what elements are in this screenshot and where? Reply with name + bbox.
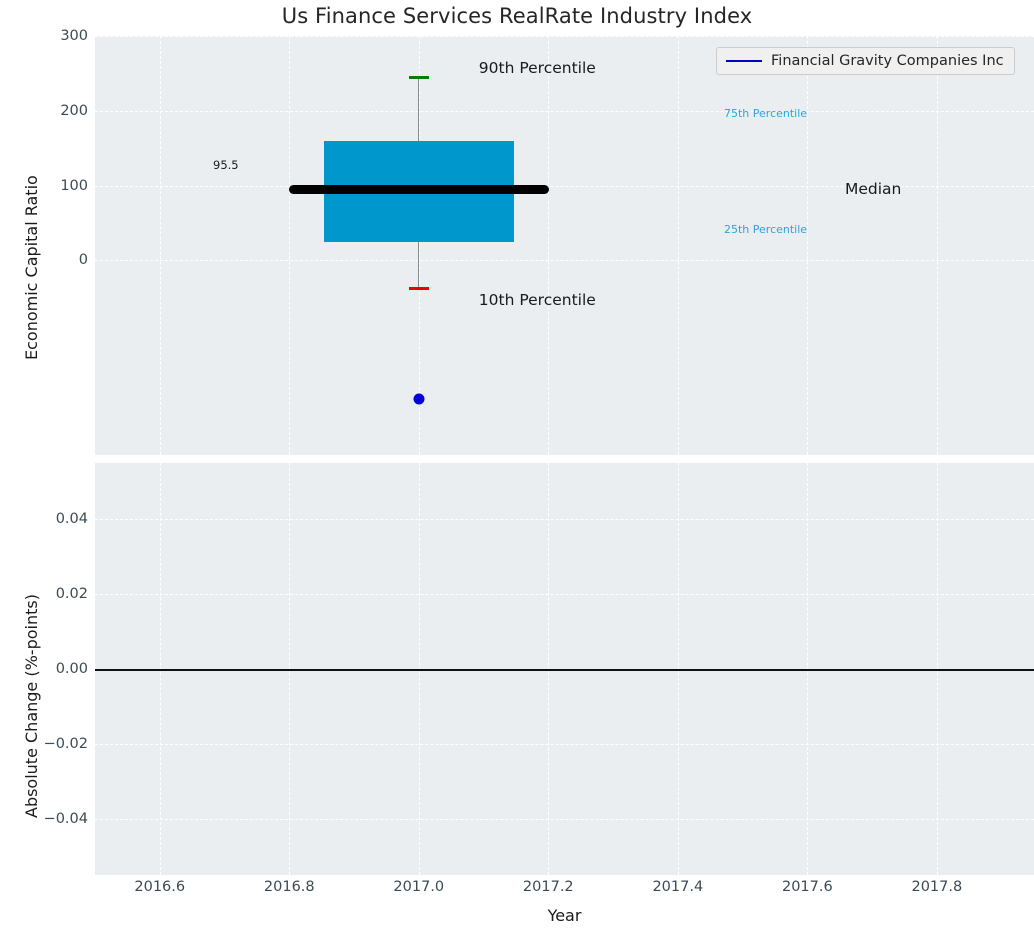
gridline-horizontal <box>95 519 1034 521</box>
gridline-horizontal <box>95 110 1034 112</box>
annotation-median: Median <box>845 180 902 198</box>
chart-legend[interactable]: Financial Gravity Companies Inc <box>716 47 1015 75</box>
page-title: Us Finance Services RealRate Industry In… <box>281 4 753 28</box>
panel-economic-capital-ratio <box>95 36 1034 455</box>
x-axis-tick-label: 2017.8 <box>911 879 963 895</box>
x-axis-title: Year <box>547 906 582 925</box>
legend-line-icon <box>726 60 762 62</box>
y-axis-tick-label: 0.00 <box>55 661 88 677</box>
x-axis-tick-label: 2016.8 <box>263 879 315 895</box>
gridline-vertical <box>936 36 938 455</box>
whisker-cap-90th-percentile <box>408 75 429 79</box>
gridline-horizontal <box>95 260 1034 262</box>
gridline-vertical <box>548 36 550 455</box>
annotation-25th-percentile: 25th Percentile <box>724 222 808 236</box>
x-axis-ticks: 2016.6 2016.8 2017.0 2017.2 2017.4 2017.6 2017… <box>95 879 1034 903</box>
y-axis-title-top: Economic Capital Ratio <box>22 175 41 360</box>
annotation-10th-percentile: 10th Percentile <box>478 290 596 309</box>
gridline-horizontal <box>95 594 1034 596</box>
x-axis-tick-label: 2017.4 <box>652 879 704 895</box>
y-axis-tick-label: 200 <box>60 102 88 119</box>
y-axis-tick-label: −0.04 <box>43 810 88 827</box>
panel-absolute-change <box>95 463 1034 875</box>
median-line <box>288 184 549 194</box>
x-axis-tick-label: 2017.2 <box>522 879 574 895</box>
gridline-vertical <box>807 36 809 455</box>
legend-item-label: Financial Gravity Companies Inc <box>771 53 1004 69</box>
annotation-75th-percentile: 75th Percentile <box>724 106 808 120</box>
annotation-90th-percentile: 90th Percentile <box>478 59 596 78</box>
y-axis-tick-label: 0.02 <box>55 586 88 603</box>
y-axis-ticks-top: 0 100 200 300 <box>0 28 88 455</box>
y-axis-ticks-bottom: −0.04 −0.02 0.00 0.02 0.04 <box>0 463 88 875</box>
gridline-horizontal <box>95 36 1034 37</box>
y-axis-tick-label: 0.04 <box>55 511 88 528</box>
gridline-vertical <box>289 36 291 455</box>
annotation-median-value: 95.5 <box>213 158 239 172</box>
x-axis-tick-label: 2017.6 <box>781 879 833 895</box>
data-point-financial-gravity-companies-inc[interactable] <box>413 393 425 405</box>
y-axis-tick-label: 100 <box>60 177 88 194</box>
gridline-horizontal <box>95 818 1034 820</box>
gridline-horizontal <box>95 185 1034 187</box>
whisker-cap-10th-percentile <box>408 287 429 291</box>
y-axis-tick-label: 300 <box>60 28 88 44</box>
x-axis-tick-label: 2017.0 <box>393 879 445 895</box>
gridline-vertical <box>677 36 679 455</box>
y-axis-tick-label: −0.02 <box>43 735 88 752</box>
gridline-horizontal <box>95 743 1034 745</box>
zero-reference-line <box>95 669 1034 671</box>
x-axis-tick-label: 2016.6 <box>134 879 186 895</box>
y-axis-title-bottom: Absolute Change (%-points) <box>22 594 41 818</box>
gridline-vertical <box>159 36 161 455</box>
y-axis-tick-label: 0 <box>78 252 88 269</box>
